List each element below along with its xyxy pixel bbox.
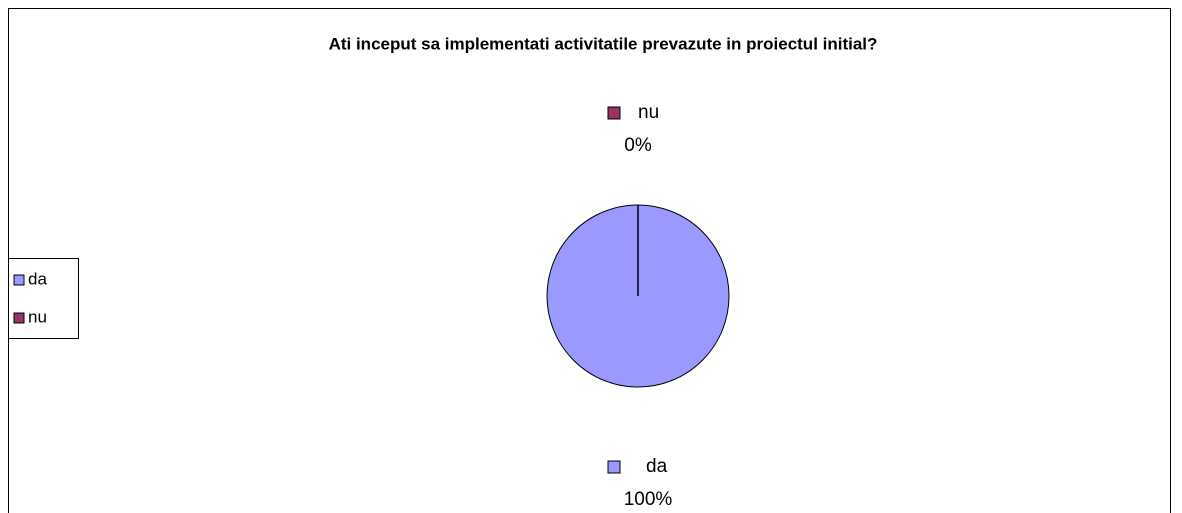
data-label-name: da xyxy=(646,456,668,477)
legend-label: nu xyxy=(28,307,47,326)
data-label-swatch xyxy=(607,460,621,474)
data-label-swatch xyxy=(607,106,621,120)
legend-label: da xyxy=(28,269,47,288)
legend-swatch xyxy=(13,274,25,286)
data-label-value: 100% xyxy=(624,489,673,510)
data-label-value: 0% xyxy=(624,135,652,156)
chart-title: Ati inceput sa implementati activitatile… xyxy=(329,34,878,53)
legend-swatch xyxy=(13,312,25,324)
legend-box xyxy=(8,258,79,339)
data-label-name: nu xyxy=(638,102,659,123)
